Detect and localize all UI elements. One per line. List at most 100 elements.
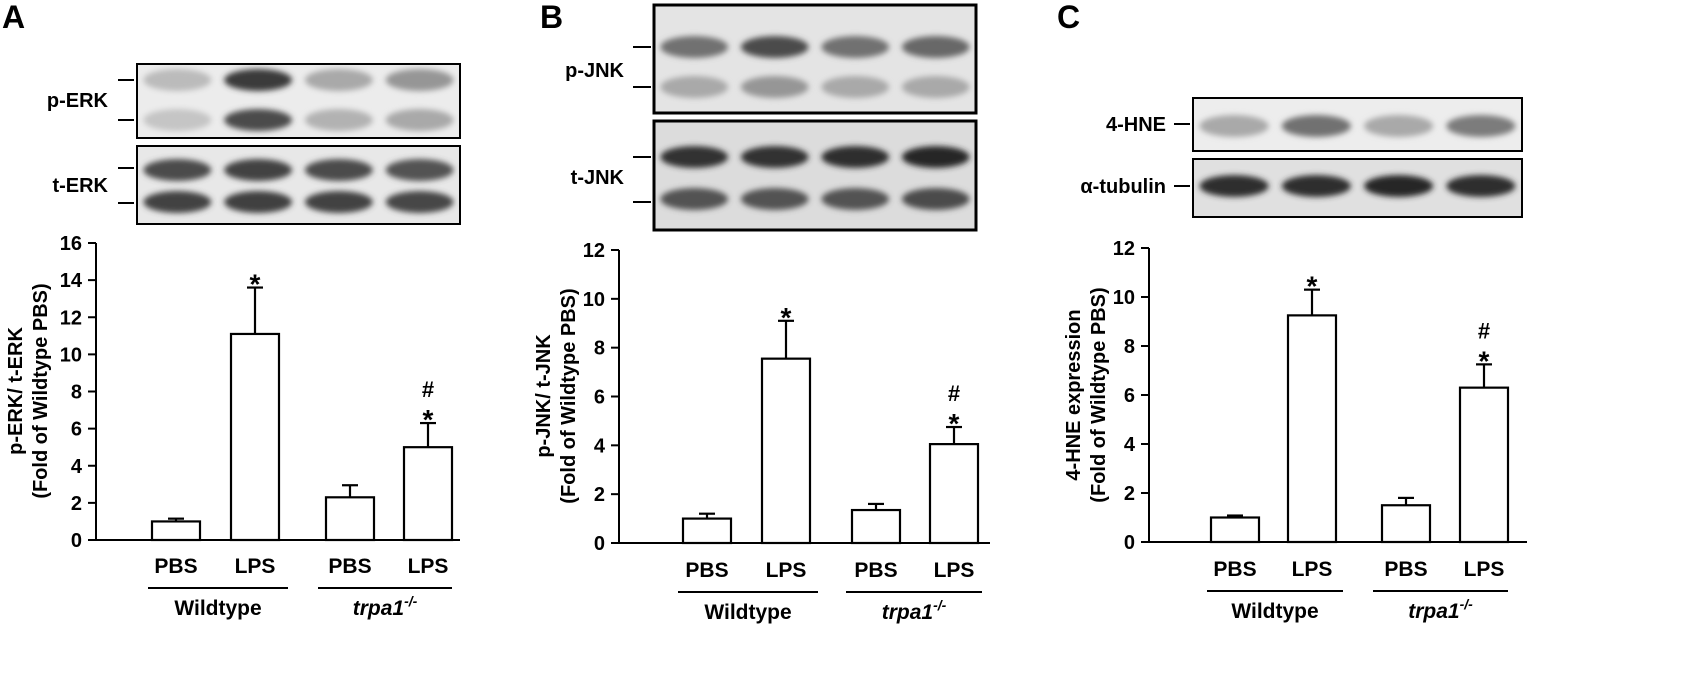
x-tick-label: PBS: [685, 559, 728, 582]
blot-band: [1281, 175, 1351, 197]
y-tick-label: 6: [71, 419, 82, 441]
blot-band: [660, 146, 729, 168]
blot-band: [821, 76, 890, 98]
blot-band: [143, 191, 212, 213]
blot-band: [385, 69, 454, 91]
blot-band: [740, 188, 809, 210]
chart-c: 0 2 4 6 8 10 12 4-HNE expression (Fold of Wildty…: [1063, 238, 1527, 623]
bar: [402, 446, 454, 542]
y-tick-label: 8: [1124, 336, 1135, 358]
blot-band: [901, 146, 970, 168]
blot-band: [821, 36, 890, 58]
blot-band: [224, 159, 293, 181]
blot-band: [143, 109, 212, 131]
x-tick-label: LPS: [1464, 558, 1505, 581]
blot-band: [660, 36, 729, 58]
y-tick-label: 6: [594, 387, 605, 409]
bar: [760, 357, 812, 545]
blot-p-erk: p-ERK: [47, 63, 461, 139]
significance-mark: #: [422, 377, 434, 402]
group-label: Wildtype: [174, 597, 261, 620]
x-tick-label: PBS: [154, 555, 197, 578]
significance-mark: #: [948, 381, 960, 406]
group-superscript: -/-: [933, 597, 947, 613]
blot-label: p-JNK: [565, 60, 624, 82]
blot-band: [385, 159, 454, 181]
blot-band: [1446, 115, 1516, 137]
panel-b: B p-JNK t-JNK 0 2 4 6 8 10 12 p-JNK/ t-JNK (Fold…: [533, 0, 990, 624]
panel-c: C 4-HNE α-tubulin 0 2 4 6 8 10 12 4-HNE express…: [1057, 0, 1527, 623]
y-tick-label: 14: [60, 270, 83, 292]
blot-t-erk: t-ERK: [52, 145, 461, 225]
panel-letter: C: [1057, 0, 1080, 35]
y-axis-label: 4-HNE expression: [1063, 309, 1085, 480]
blot-frame: [652, 119, 978, 232]
x-tick-label: PBS: [1384, 558, 1427, 581]
blot-label: t-ERK: [52, 175, 108, 197]
group-name: Wildtype: [174, 597, 261, 620]
y-axis-label: (Fold of Wildtype PBS): [1088, 287, 1110, 502]
blot-p-jnk: p-JNK: [565, 3, 978, 115]
blot-band: [1199, 115, 1269, 137]
blot-band: [224, 69, 293, 91]
panel-letter: A: [2, 0, 25, 35]
significance-mark: #: [1478, 318, 1490, 343]
y-tick-label: 8: [71, 382, 82, 404]
bar: [850, 508, 902, 545]
group-name: Wildtype: [1231, 600, 1318, 623]
blot-band: [901, 76, 970, 98]
y-axis-label: p-ERK/ t-ERK: [5, 327, 27, 455]
y-tick-label: 2: [71, 493, 82, 515]
panel-a: A p-ERK t-ERK 0 2 4 6 8 10 12 14 16 p-ERK/ t-ERK(…: [2, 0, 461, 620]
bar: [1286, 314, 1338, 544]
blot-band: [385, 191, 454, 213]
x-tick-label: LPS: [766, 559, 807, 582]
bar: [928, 443, 980, 545]
bar: [681, 517, 733, 545]
group-label: trpa1-/-: [882, 597, 947, 624]
blot-band: [224, 191, 293, 213]
blot-band: [224, 109, 293, 131]
blot-band: [385, 109, 454, 131]
y-tick-label: 10: [583, 289, 605, 311]
blot-label: α-tubulin: [1080, 176, 1166, 198]
group-superscript: -/-: [404, 593, 418, 609]
blot-band: [304, 191, 373, 213]
blot-band: [901, 188, 970, 210]
blot-band: [660, 76, 729, 98]
x-tick-label: PBS: [328, 555, 371, 578]
y-tick-label: 4: [1124, 434, 1136, 456]
blot-band: [1281, 115, 1351, 137]
y-tick-label: 0: [71, 530, 82, 552]
blot-band: [1446, 175, 1516, 197]
x-tick-label: LPS: [408, 555, 449, 578]
y-tick-label: 0: [1124, 532, 1135, 554]
blot-band: [304, 69, 373, 91]
group-name: trpa1: [882, 601, 933, 624]
blot-label: 4-HNE: [1106, 114, 1166, 136]
panel-letter: B: [540, 0, 563, 35]
group-name: Wildtype: [704, 601, 791, 624]
group-name: trpa1: [353, 597, 404, 620]
y-tick-label: 12: [583, 240, 605, 262]
blot-band: [1199, 175, 1269, 197]
blot-t-jnk: t-JNK: [571, 119, 978, 232]
significance-mark: *: [1307, 271, 1318, 302]
x-tick-label: PBS: [1213, 558, 1256, 581]
group-superscript: -/-: [1460, 596, 1474, 612]
y-axis-label: p-JNK/ t-JNK: [533, 334, 555, 458]
x-tick-label: LPS: [235, 555, 276, 578]
y-tick-label: 0: [594, 533, 605, 555]
blot-band: [304, 109, 373, 131]
y-tick-label: 6: [1124, 385, 1135, 407]
significance-mark: *: [250, 269, 261, 300]
blot-band: [304, 159, 373, 181]
y-tick-label: 10: [60, 344, 82, 366]
chart-b: 0 2 4 6 8 10 12 p-JNK/ t-JNK (Fold of Wildtype P…: [533, 240, 990, 624]
blot-band: [740, 146, 809, 168]
blot-4-hne: 4-HNE: [1106, 97, 1523, 152]
blot-band: [821, 146, 890, 168]
y-axis-label: (Fold of Wildtype PBS): [558, 288, 580, 503]
y-tick-label: 16: [60, 233, 82, 255]
